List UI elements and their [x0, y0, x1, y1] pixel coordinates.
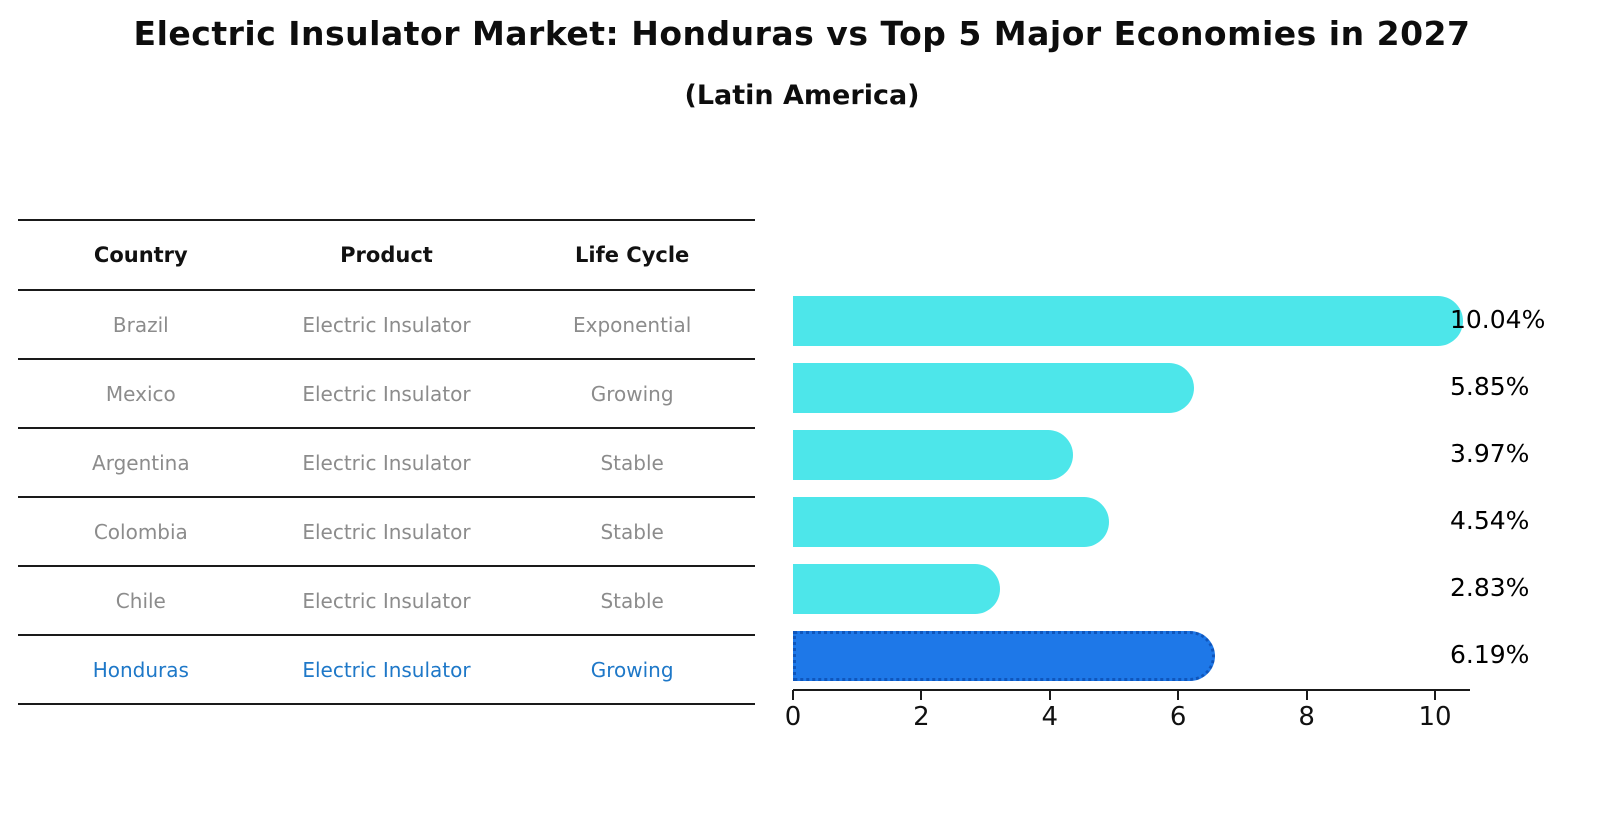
table-header: Country Product Life Cycle — [18, 219, 755, 291]
table-column-header: Country — [18, 219, 264, 291]
x-axis-line — [793, 689, 1470, 691]
x-axis-tick-mark — [792, 690, 794, 700]
table-cell-life-cycle: Growing — [509, 635, 755, 705]
country-info-table: Country Product Life Cycle Brazil Electric … — [18, 219, 755, 705]
table-cell-product: Electric Insulator — [263, 359, 510, 429]
table-cell-country: Chile — [18, 566, 264, 636]
table-row-brazil: Brazil Electric Insulator Exponential — [18, 290, 755, 360]
table-column-header: Product — [263, 219, 510, 291]
x-axis-tick-label: 0 — [784, 702, 802, 732]
table-cell-country: Argentina — [18, 428, 264, 498]
x-axis-tick-label: 8 — [1298, 702, 1315, 732]
table-cell-country: Mexico — [18, 359, 264, 429]
table-column-header: Life Cycle — [509, 219, 755, 291]
x-axis-tick-mark — [1305, 690, 1308, 700]
bar-colombia — [793, 496, 1110, 547]
chart-title: Electric Insulator Market: Honduras vs T… — [133, 14, 1471, 53]
table-cell-country: Honduras — [18, 635, 264, 705]
bar-value-label: 2.83% — [1450, 572, 1530, 602]
bar-value-label: 5.85% — [1450, 371, 1530, 401]
table-cell-life-cycle: Stable — [509, 428, 755, 498]
bar-value-label: 4.54% — [1450, 505, 1530, 535]
bar-brazil — [793, 295, 1463, 346]
bar-value-label: 10.04% — [1450, 304, 1546, 334]
table-row-colombia: Colombia Electric Insulator Stable — [18, 497, 755, 567]
table-cell-country: Colombia — [18, 497, 264, 567]
table-cell-product: Electric Insulator — [263, 290, 510, 360]
x-axis-tick-label: 2 — [913, 702, 930, 732]
table-cell-life-cycle: Stable — [509, 497, 755, 567]
table-cell-life-cycle: Exponential — [509, 290, 755, 360]
chart-subtitle: (Latin America) — [684, 80, 920, 111]
bar-mexico — [793, 362, 1194, 413]
bar-chile — [793, 563, 1000, 614]
x-axis-tick-label: 10 — [1418, 702, 1452, 732]
table-header-row: Country Product Life Cycle — [18, 219, 755, 291]
table-cell-life-cycle: Stable — [509, 566, 755, 636]
x-axis-tick-mark — [1434, 690, 1436, 700]
x-axis-tick-label: 4 — [1041, 702, 1059, 732]
table-body: Brazil Electric Insulator Exponential Mexic… — [18, 290, 755, 705]
table-cell-product: Electric Insulator — [263, 428, 510, 498]
table-row-honduras: Honduras Electric Insulator Growing — [18, 635, 755, 705]
x-axis-tick-mark — [1177, 690, 1180, 700]
bar-honduras — [793, 630, 1216, 681]
table-row-argentina: Argentina Electric Insulator Stable — [18, 428, 755, 498]
table-cell-country: Brazil — [18, 290, 264, 360]
table-row-chile: Chile Electric Insulator Stable — [18, 566, 755, 636]
table-cell-life-cycle: Growing — [509, 359, 755, 429]
x-axis-tick-mark — [1048, 690, 1051, 700]
x-axis-tick-label: 6 — [1169, 702, 1187, 732]
x-axis-tick-mark — [920, 690, 923, 700]
table-row-mexico: Mexico Electric Insulator Growing — [18, 359, 755, 429]
bar-value-label: 3.97% — [1450, 438, 1530, 468]
bar-value-label: 6.19% — [1450, 639, 1530, 669]
table-cell-product: Electric Insulator — [263, 497, 510, 567]
table-cell-product: Electric Insulator — [263, 566, 510, 636]
table-cell-product: Electric Insulator — [263, 635, 510, 705]
bar-argentina — [793, 429, 1073, 480]
